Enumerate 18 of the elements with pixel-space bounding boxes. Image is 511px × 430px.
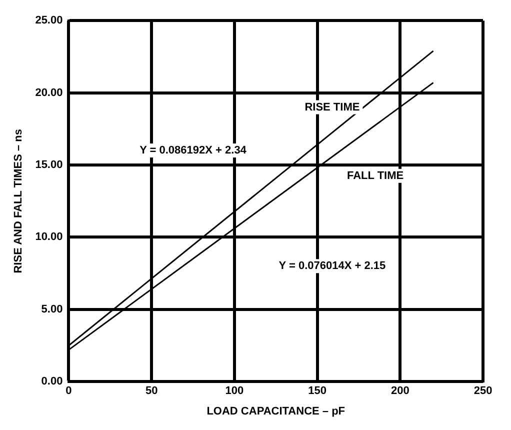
y-tick-label: 15.00 [35, 159, 63, 172]
x-tick-label: 50 [145, 385, 158, 398]
y-tick-label: 25.00 [35, 14, 63, 27]
y-tick-label: 0.00 [41, 376, 63, 388]
x-tick-label: 150 [308, 385, 326, 398]
annotation: Y = 0.086192X + 2.34 [140, 144, 248, 157]
x-tick-label: 0 [66, 385, 72, 398]
x-tick-label: 250 [474, 385, 492, 398]
y-tick-label: 10.00 [35, 231, 63, 244]
x-tick-label: 100 [225, 385, 244, 398]
series-label: RISE TIME [304, 101, 360, 114]
y-axis-title: RISE AND FALL TIMES – ns [12, 128, 25, 274]
y-tick-label: 20.00 [35, 86, 63, 99]
annotation: Y = 0.076014X + 2.15 [278, 260, 386, 272]
x-tick-label: 200 [390, 385, 410, 398]
series-label: FALL TIME [346, 170, 404, 182]
x-axis-title: LOAD CAPACITANCE – pF [206, 405, 346, 418]
y-tick-label: 5.00 [41, 303, 63, 316]
